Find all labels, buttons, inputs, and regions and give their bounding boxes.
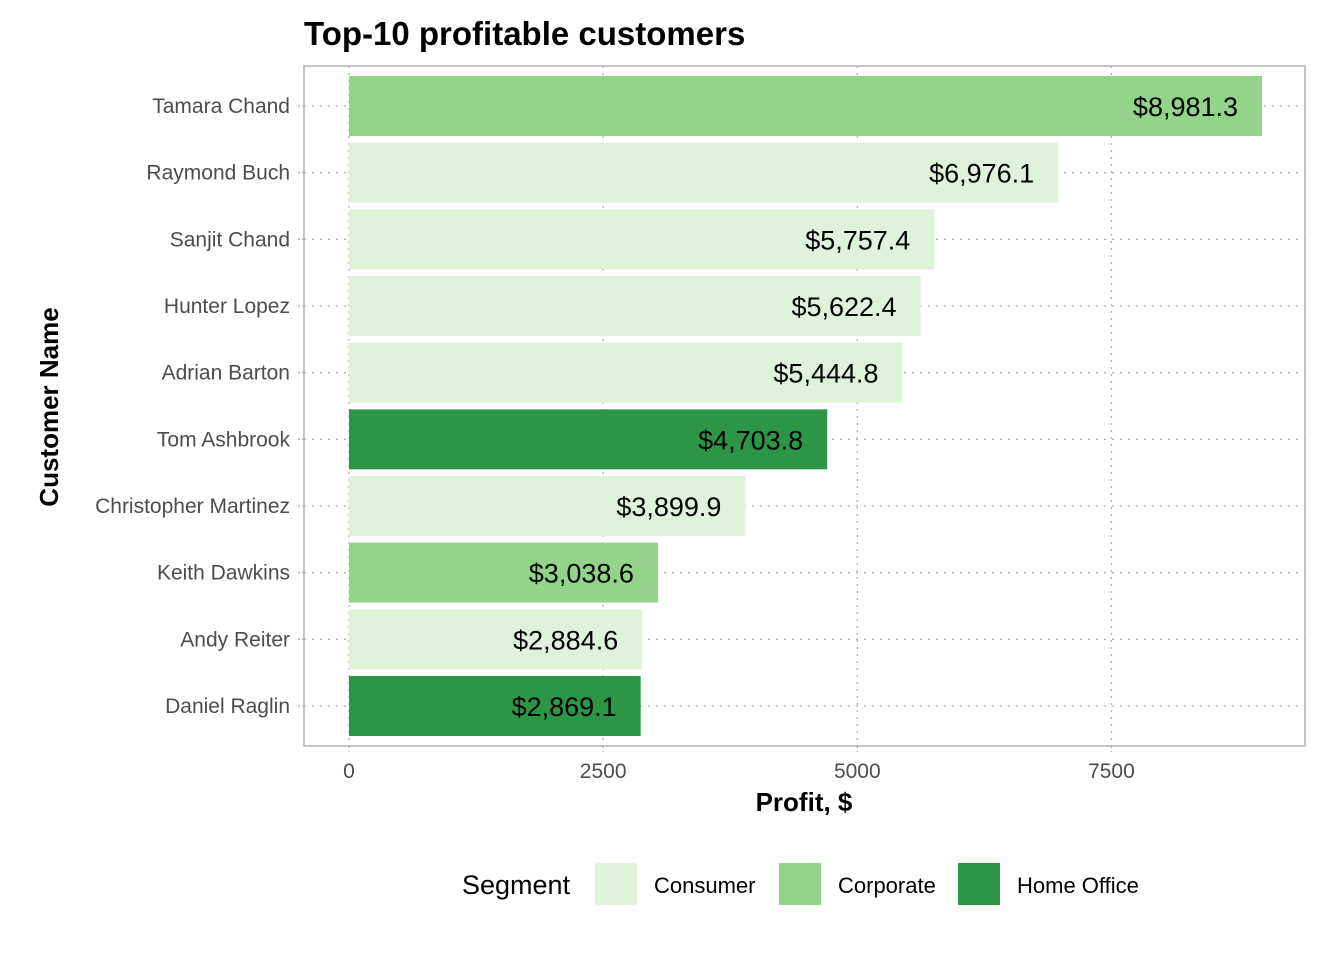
legend-key xyxy=(595,863,637,905)
bar-value-label: $6,976.1 xyxy=(929,159,1034,189)
bar xyxy=(349,476,746,536)
y-tick-label: Tom Ashbrook xyxy=(157,428,291,451)
chart-title: Top-10 profitable customers xyxy=(304,15,745,52)
y-tick-label: Hunter Lopez xyxy=(164,295,290,318)
legend-key xyxy=(958,863,1000,905)
bar-value-label: $2,884.6 xyxy=(513,625,618,655)
legend-label: Corporate xyxy=(838,873,936,898)
y-tick-label: Christopher Martinez xyxy=(95,495,290,518)
y-tick-label: Adrian Barton xyxy=(162,362,290,385)
y-axis-ticks: Tamara Chand Raymond Buch Sanjit Chand Hunt… xyxy=(95,95,304,718)
x-axis-title: Profit, $ xyxy=(756,787,853,817)
bar-value-label: $5,444.8 xyxy=(773,359,878,389)
y-tick-label: Keith Dawkins xyxy=(157,562,290,585)
bars xyxy=(349,76,1263,736)
y-tick-label: Tamara Chand xyxy=(152,95,290,118)
bar-value-label: $4,703.8 xyxy=(698,425,803,455)
bar xyxy=(349,276,921,336)
legend: Segment Consumer Corporate Home Office xyxy=(462,863,1139,905)
bar-value-label: $8,981.3 xyxy=(1133,92,1238,122)
bar xyxy=(349,76,1263,136)
legend-key xyxy=(779,863,821,905)
panel-border xyxy=(303,65,1306,747)
bar-value-label: $3,038.6 xyxy=(529,559,634,589)
bar xyxy=(349,209,935,270)
bar xyxy=(349,409,828,470)
y-tick-label: Andy Reiter xyxy=(180,628,290,651)
bar-value-label: $5,757.4 xyxy=(805,225,910,255)
x-axis-ticks: 0 2500 5000 7500 xyxy=(343,746,1135,783)
bar xyxy=(349,142,1059,203)
x-tick-label: 0 xyxy=(343,760,355,783)
legend-label: Consumer xyxy=(654,873,755,898)
legend-title: Segment xyxy=(462,870,571,900)
legend-label: Home Office xyxy=(1017,873,1139,898)
bar-value-label: $5,622.4 xyxy=(791,292,896,322)
y-axis-title: Customer Name xyxy=(34,307,64,506)
bar xyxy=(349,676,641,736)
y-tick-label: Raymond Buch xyxy=(146,162,290,185)
y-tick-label: Sanjit Chand xyxy=(170,228,290,251)
bar-labels: $8,981.3 $6,976.1 $5,757.4 $5,622.4 $5,444.8… xyxy=(512,92,1238,722)
x-tick-label: 5000 xyxy=(834,760,881,783)
bar xyxy=(349,609,643,670)
bar xyxy=(349,342,903,403)
x-tick-label: 7500 xyxy=(1088,760,1135,783)
y-tick-label: Daniel Raglin xyxy=(165,695,290,718)
bar-value-label: $2,869.1 xyxy=(512,692,617,722)
bar-value-label: $3,899.9 xyxy=(616,492,721,522)
bar xyxy=(349,542,658,603)
x-tick-label: 2500 xyxy=(580,760,627,783)
